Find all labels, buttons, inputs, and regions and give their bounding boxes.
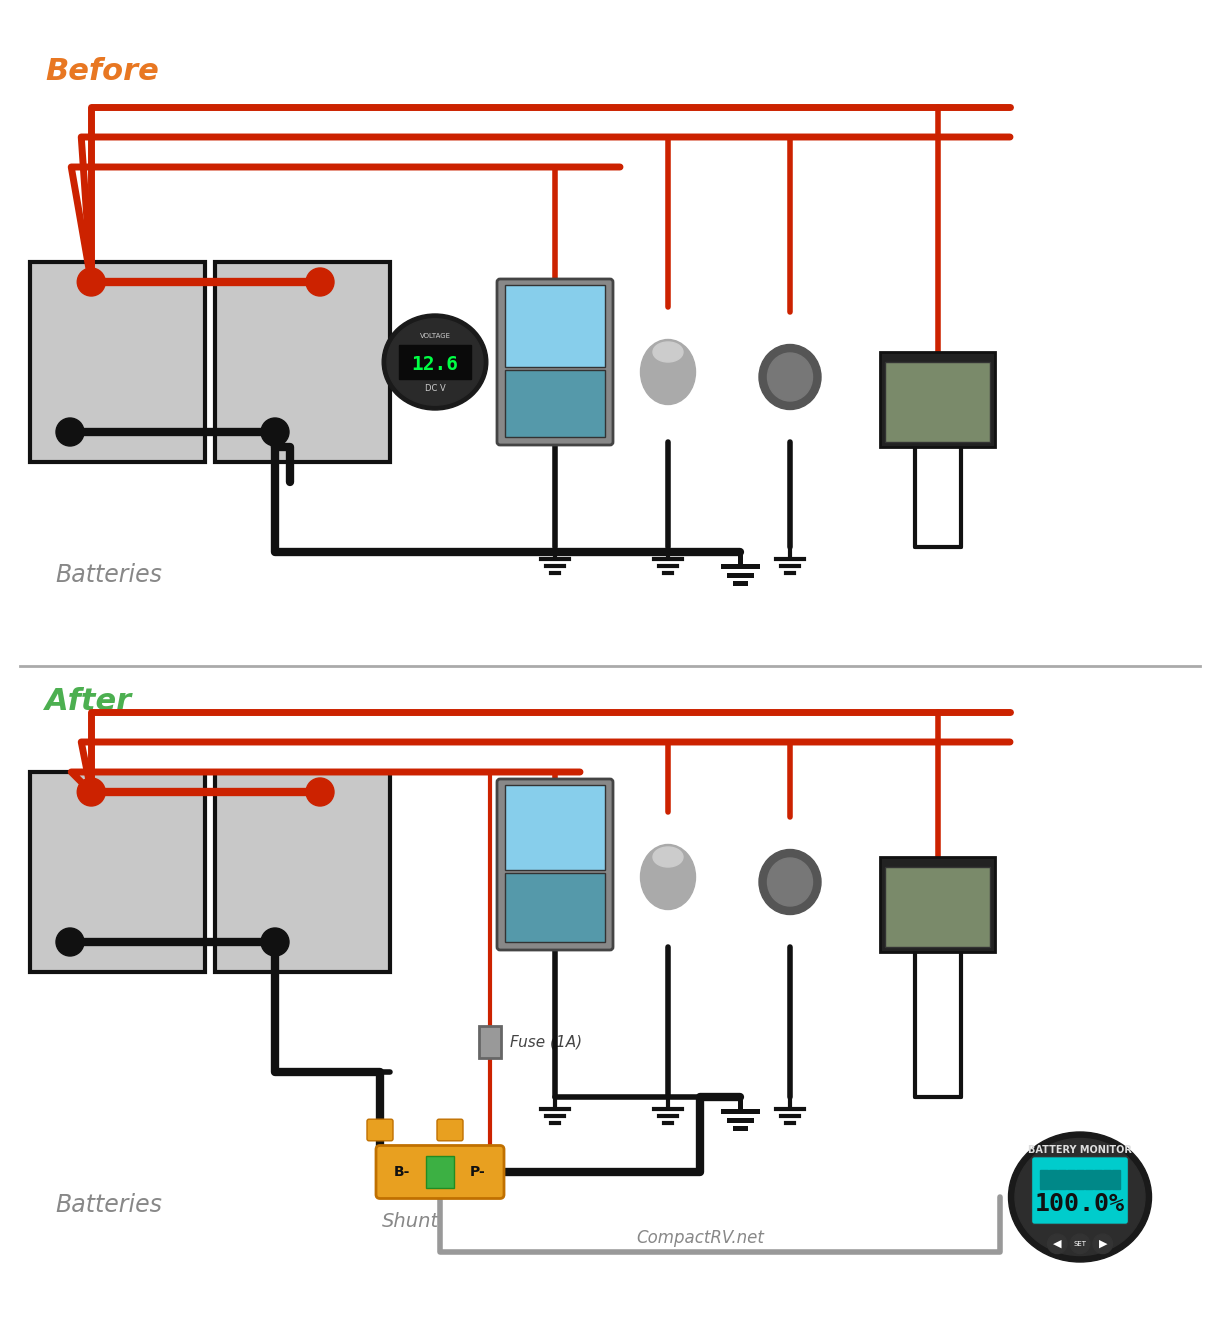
Text: 100.0%: 100.0% [1035,1192,1125,1216]
Bar [1085,1169,1094,1189]
Bar [31,773,205,972]
Bar [215,262,390,462]
Bar [1058,1169,1066,1189]
Bar [505,370,605,437]
Ellipse shape [767,353,813,401]
Bar [31,262,205,462]
Ellipse shape [387,318,483,405]
Ellipse shape [640,844,695,910]
Circle shape [306,778,334,806]
Ellipse shape [759,850,821,915]
Circle shape [56,928,84,956]
FancyBboxPatch shape [376,1146,503,1199]
Text: BATTERY MONITOR: BATTERY MONITOR [1028,1146,1132,1155]
FancyBboxPatch shape [367,1119,393,1140]
Ellipse shape [1015,1139,1145,1256]
Circle shape [56,418,84,446]
FancyBboxPatch shape [497,779,613,950]
Text: Batteries: Batteries [55,563,161,587]
Circle shape [262,928,288,956]
FancyBboxPatch shape [497,278,613,445]
Text: Fuse (1A): Fuse (1A) [510,1035,582,1050]
Bar [1112,1169,1121,1189]
Bar [880,352,995,448]
Bar [400,345,470,378]
Circle shape [1047,1233,1067,1253]
Ellipse shape [653,342,683,362]
Ellipse shape [759,345,821,409]
Bar [885,362,990,442]
Circle shape [262,418,288,446]
Text: Batteries: Batteries [55,1193,161,1217]
Bar [1103,1169,1111,1189]
Circle shape [306,268,334,296]
Text: Before: Before [45,57,159,87]
Text: DC V: DC V [424,384,445,393]
Ellipse shape [1008,1132,1151,1261]
Bar [505,285,605,368]
Ellipse shape [767,858,813,906]
Text: Shunt: Shunt [381,1212,439,1231]
Bar [1094,1169,1102,1189]
Text: ◀: ◀ [1053,1239,1062,1249]
Bar [1067,1169,1075,1189]
Text: 12.6: 12.6 [412,354,458,374]
FancyBboxPatch shape [437,1119,463,1140]
Bar [479,1026,501,1058]
Text: B-: B- [393,1166,411,1179]
Bar [505,872,605,942]
Ellipse shape [653,847,683,867]
Bar [1048,1169,1057,1189]
Bar [1040,1169,1047,1189]
Bar [1075,1169,1084,1189]
Text: SET: SET [1073,1241,1086,1247]
Bar [426,1156,455,1188]
Bar [885,867,990,947]
Circle shape [77,778,105,806]
Text: ▶: ▶ [1099,1239,1107,1249]
Bar [505,786,605,870]
FancyBboxPatch shape [1031,1156,1128,1224]
Circle shape [1092,1233,1112,1253]
Ellipse shape [640,340,695,405]
Circle shape [1070,1233,1090,1253]
Text: After: After [45,687,132,717]
Circle shape [77,268,105,296]
Ellipse shape [382,314,488,410]
Text: CompactRV.net: CompactRV.net [637,1229,764,1247]
Bar [880,856,995,952]
Text: VOLTAGE: VOLTAGE [419,333,451,338]
Text: P-: P- [470,1166,486,1179]
Bar [215,773,390,972]
